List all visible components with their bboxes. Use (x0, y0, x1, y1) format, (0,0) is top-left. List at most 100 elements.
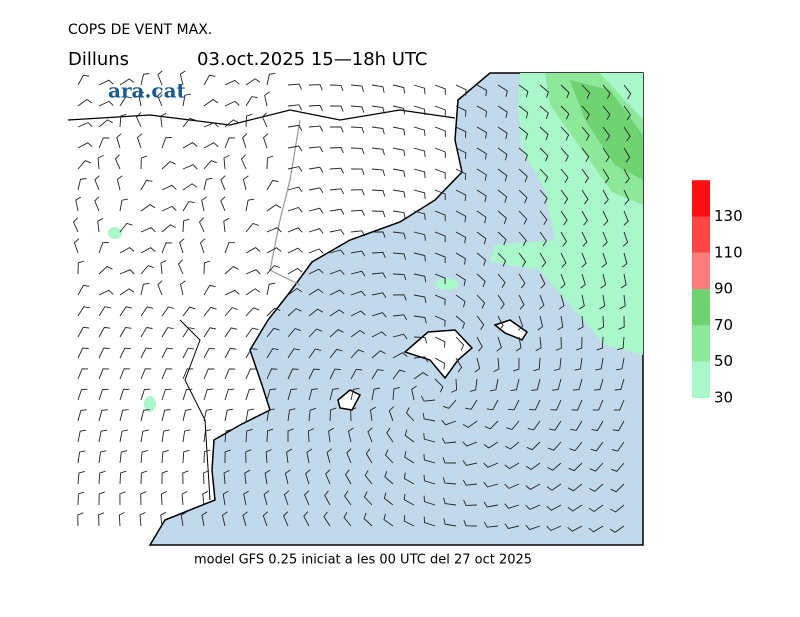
wind-barb (182, 470, 189, 485)
wind-barb (546, 483, 562, 491)
wind-barb (574, 357, 583, 371)
wind-barb (595, 357, 604, 371)
wind-barb (308, 166, 324, 173)
wind-barb (434, 84, 446, 95)
wind-barb (77, 74, 90, 86)
wind-barb (621, 252, 628, 268)
wind-barb (77, 160, 92, 170)
wind-barb (363, 491, 373, 506)
wind-barb (484, 420, 499, 430)
wind-barb (618, 315, 625, 330)
wind-barb (181, 490, 188, 506)
wind-barb (182, 327, 195, 338)
wind-barb (350, 168, 365, 175)
wind-barb (287, 166, 303, 172)
wind-barb (384, 470, 394, 485)
wind-barb (392, 210, 406, 219)
wind-barb (224, 266, 239, 275)
wind-barb (140, 450, 149, 464)
wind-barb (245, 288, 261, 296)
wind-barb (77, 284, 90, 296)
wind-barb (182, 388, 193, 401)
wind-barb (287, 348, 300, 359)
wind-barb (350, 147, 365, 155)
wind-barb (496, 336, 502, 352)
wind-barb (119, 113, 127, 128)
wind-barb (98, 429, 108, 443)
wind-barb (266, 204, 282, 212)
wind-barbs (72, 70, 632, 533)
wind-barb (602, 147, 610, 163)
wind-barb (287, 104, 303, 111)
wind-barb (329, 407, 337, 422)
wind-barb (518, 189, 528, 204)
wind-barb (593, 378, 604, 391)
wind-barb (119, 78, 135, 86)
wind-barb (539, 210, 548, 226)
wind-barb (568, 462, 583, 472)
wind-barb (476, 273, 486, 288)
wind-barb (350, 270, 366, 277)
wind-barb (455, 273, 466, 286)
wind-barb (140, 227, 156, 233)
wind-barb (160, 259, 167, 275)
wind-barb (434, 231, 446, 243)
wind-barb (140, 429, 149, 443)
wind-barb (245, 388, 256, 401)
border (269, 119, 301, 286)
wind-barb (413, 189, 426, 199)
wind-barb (329, 368, 341, 380)
wind-barb (576, 336, 583, 351)
wind-barb (77, 306, 90, 317)
wind-barb (350, 105, 365, 113)
wind-barb (371, 369, 384, 380)
wind-barb (304, 490, 310, 506)
wind-barb (329, 309, 345, 317)
wind-barb (140, 306, 154, 317)
wind-barb (182, 429, 191, 443)
wind-barb (476, 84, 488, 97)
legend-label: 70 (714, 316, 733, 334)
wind-barb (609, 525, 625, 533)
legend-label: 110 (714, 243, 743, 261)
wind-barb (119, 247, 135, 254)
wind-barb (182, 142, 198, 149)
wind-barb (489, 378, 499, 392)
wind-barb (476, 126, 487, 139)
wind-barb (560, 252, 567, 268)
wind-barb (372, 231, 386, 238)
wind-barb (469, 378, 478, 392)
wind-barb (203, 429, 212, 443)
wind-barb (284, 469, 291, 485)
wind-barb (119, 450, 128, 464)
wind-barb (157, 280, 163, 296)
border (67, 109, 456, 126)
wind-barb (329, 329, 344, 338)
wind-barb (287, 83, 303, 90)
wind-barb (198, 217, 205, 233)
wind-barb (552, 378, 562, 391)
wind-barb (560, 84, 570, 99)
wind-barb (570, 420, 583, 431)
wind-barb (392, 126, 406, 136)
wind-barb (518, 147, 528, 161)
wind-barb (549, 420, 562, 431)
wind-barb (116, 175, 123, 191)
wind-barb (560, 189, 569, 205)
wind-barb (203, 408, 213, 422)
wind-barb (308, 187, 324, 194)
wind-barb (329, 188, 345, 195)
wind-barb (560, 231, 568, 247)
wind-barb (119, 306, 132, 317)
wind-barb (161, 137, 172, 149)
wind-barb (287, 428, 294, 442)
wind-barb (497, 273, 506, 288)
wind-barb (455, 105, 467, 117)
wind-barb (203, 388, 214, 401)
wind-barb (462, 441, 478, 447)
wind-barb (224, 388, 235, 401)
wind-barb (423, 516, 436, 527)
wind-barb (303, 511, 310, 527)
wind-barb (539, 189, 548, 204)
